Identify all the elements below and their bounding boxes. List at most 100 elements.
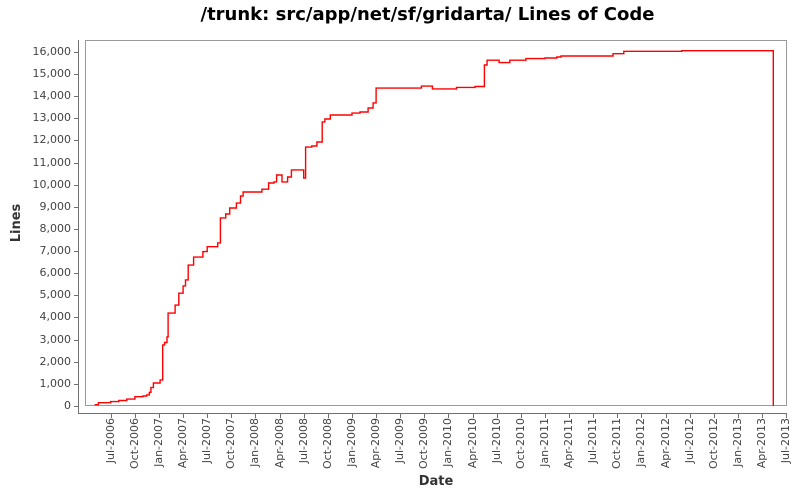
x-tick-mark — [159, 414, 160, 418]
y-tick-mark — [74, 295, 78, 296]
x-tick-mark — [183, 414, 184, 418]
y-tick-mark — [74, 207, 78, 208]
y-tick-mark — [74, 185, 78, 186]
y-tick-mark — [74, 406, 78, 407]
x-tick-mark — [545, 414, 546, 418]
x-tick-mark — [111, 414, 112, 418]
x-tick-label: Oct-2009 — [417, 418, 430, 469]
y-tick-label: 14,000 — [32, 89, 72, 102]
y-tick-mark — [74, 96, 78, 97]
x-tick-mark — [352, 414, 353, 418]
x-tick-mark — [207, 414, 208, 418]
y-tick-mark — [74, 317, 78, 318]
y-tick-label: 12,000 — [32, 133, 72, 146]
x-tick-label: Jul-2008 — [297, 418, 310, 464]
x-tick-mark — [666, 414, 667, 418]
x-tick-mark — [280, 414, 281, 418]
y-tick-label: 0 — [64, 399, 71, 412]
y-tick-label: 15,000 — [32, 67, 72, 80]
x-tick-label: Jul-2013 — [779, 418, 792, 464]
x-tick-label: Oct-2006 — [128, 418, 141, 469]
x-tick-mark — [762, 414, 763, 418]
x-tick-label: Jan-2012 — [634, 418, 647, 467]
lines-of-code-series-line — [94, 50, 774, 406]
y-tick-label: 3,000 — [39, 333, 72, 346]
x-tick-label: Jan-2010 — [441, 418, 454, 467]
x-tick-label: Jan-2011 — [538, 418, 551, 467]
y-axis-title: Lines — [9, 203, 24, 243]
x-tick-label: Apr-2013 — [755, 418, 768, 469]
x-tick-label: Jan-2008 — [248, 418, 261, 467]
x-tick-mark — [593, 414, 594, 418]
y-tick-mark — [74, 229, 78, 230]
y-tick-mark — [74, 251, 78, 252]
y-tick-label: 2,000 — [39, 355, 72, 368]
x-tick-label: Oct-2011 — [610, 418, 623, 469]
x-tick-label: Apr-2007 — [176, 418, 189, 469]
x-tick-label: Jan-2009 — [345, 418, 358, 467]
y-tick-mark — [74, 140, 78, 141]
y-tick-label: 5,000 — [39, 288, 72, 301]
x-tick-mark — [690, 414, 691, 418]
x-tick-mark — [786, 414, 787, 418]
x-tick-mark — [448, 414, 449, 418]
x-tick-mark — [376, 414, 377, 418]
x-tick-mark — [400, 414, 401, 418]
x-tick-mark — [617, 414, 618, 418]
x-axis-line — [78, 413, 787, 414]
x-tick-label: Apr-2009 — [369, 418, 382, 469]
x-tick-mark — [521, 414, 522, 418]
x-tick-label: Oct-2007 — [224, 418, 237, 469]
x-tick-label: Jan-2013 — [731, 418, 744, 467]
x-tick-label: Jul-2010 — [490, 418, 503, 464]
x-tick-label: Jul-2007 — [200, 418, 213, 464]
x-tick-mark — [738, 414, 739, 418]
x-tick-label: Jul-2011 — [586, 418, 599, 464]
y-tick-mark — [74, 340, 78, 341]
x-tick-mark — [424, 414, 425, 418]
y-tick-mark — [74, 362, 78, 363]
y-tick-mark — [74, 52, 78, 53]
chart-title: /trunk: src/app/net/sf/gridarta/ Lines o… — [200, 4, 655, 25]
y-tick-mark — [74, 273, 78, 274]
x-tick-mark — [135, 414, 136, 418]
x-tick-mark — [497, 414, 498, 418]
x-tick-label: Jan-2007 — [152, 418, 165, 467]
y-tick-mark — [74, 74, 78, 75]
x-tick-label: Oct-2012 — [707, 418, 720, 469]
x-tick-label: Jul-2009 — [393, 418, 406, 464]
y-tick-label: 16,000 — [32, 45, 72, 58]
x-tick-label: Jul-2012 — [683, 418, 696, 464]
y-tick-label: 1,000 — [39, 377, 72, 390]
x-tick-mark — [328, 414, 329, 418]
x-tick-label: Jul-2006 — [104, 418, 117, 464]
x-tick-mark — [255, 414, 256, 418]
y-tick-mark — [74, 384, 78, 385]
y-axis-line — [78, 40, 79, 413]
y-tick-label: 10,000 — [32, 178, 72, 191]
series-svg — [94, 50, 774, 406]
x-tick-label: Oct-2008 — [321, 418, 334, 469]
y-tick-label: 9,000 — [39, 200, 72, 213]
x-tick-mark — [641, 414, 642, 418]
y-tick-mark — [74, 163, 78, 164]
x-tick-label: Apr-2010 — [466, 418, 479, 469]
x-tick-mark — [231, 414, 232, 418]
x-tick-mark — [304, 414, 305, 418]
y-tick-label: 6,000 — [39, 266, 72, 279]
y-tick-mark — [74, 118, 78, 119]
x-tick-mark — [473, 414, 474, 418]
y-tick-label: 13,000 — [32, 111, 72, 124]
x-tick-label: Apr-2011 — [562, 418, 575, 469]
y-tick-label: 7,000 — [39, 244, 72, 257]
y-tick-label: 8,000 — [39, 222, 72, 235]
x-tick-mark — [714, 414, 715, 418]
x-tick-mark — [569, 414, 570, 418]
x-axis-title: Date — [418, 474, 454, 489]
x-tick-label: Apr-2008 — [273, 418, 286, 469]
y-tick-label: 11,000 — [32, 156, 72, 169]
x-tick-label: Apr-2012 — [659, 418, 672, 469]
plot-area — [85, 40, 787, 406]
x-tick-label: Oct-2010 — [514, 418, 527, 469]
y-tick-label: 4,000 — [39, 310, 72, 323]
